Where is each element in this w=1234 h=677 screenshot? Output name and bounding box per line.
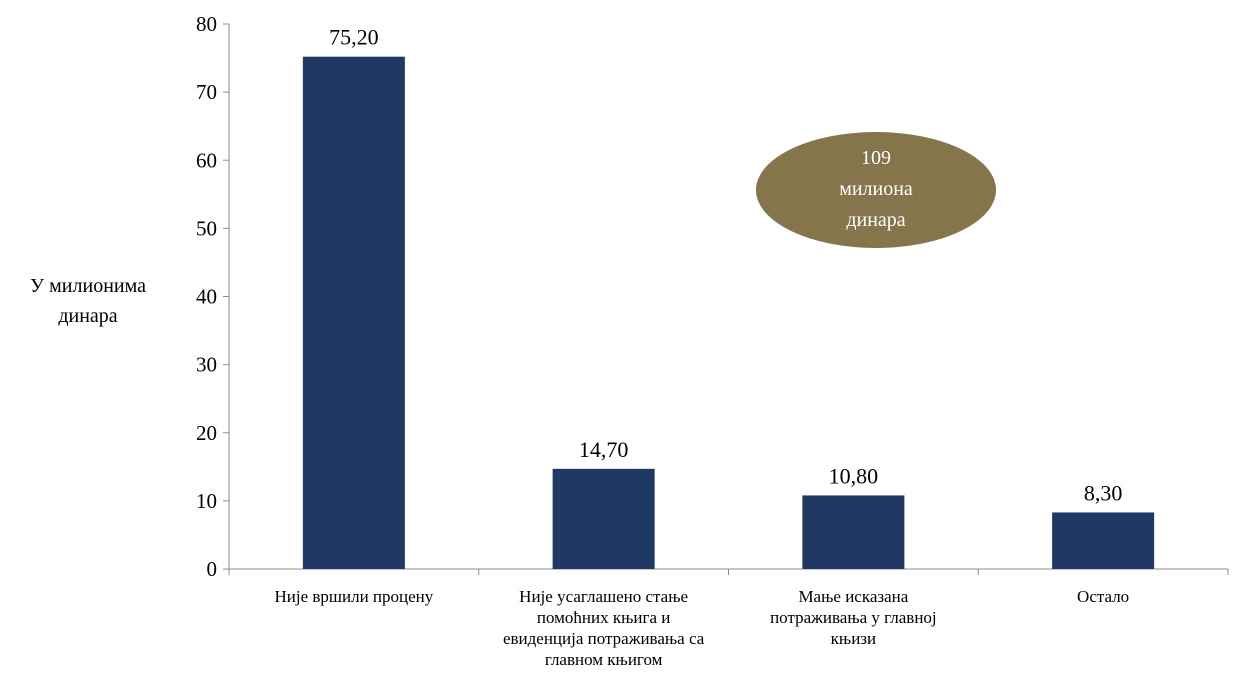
y-tick-label: 80 <box>196 12 217 36</box>
x-category-label: Остало <box>1077 587 1129 606</box>
x-category-label: Није усаглашено стање помоћних књига и еви… <box>503 587 705 669</box>
x-category-label: Није вршили процену <box>274 587 433 606</box>
y-tick-label: 10 <box>196 489 217 513</box>
data-label: 8,30 <box>1084 480 1123 505</box>
bar <box>1052 512 1155 569</box>
y-tick-label: 70 <box>196 80 217 104</box>
total-badge-text: 109 милиона динара <box>839 147 913 231</box>
data-label: 75,20 <box>329 25 379 50</box>
y-axis-title: У милионима динара <box>30 275 146 327</box>
y-ticks: 0 10 20 30 40 50 60 70 80 <box>196 12 229 581</box>
y-tick-label: 40 <box>196 285 217 309</box>
y-tick-label: 50 <box>196 216 217 240</box>
x-category-label: Мање исказана потраживања у главној књизи <box>770 587 937 648</box>
data-label: 10,80 <box>829 463 879 488</box>
y-tick-label: 20 <box>196 421 217 445</box>
total-badge <box>756 132 996 248</box>
y-axis-label: У милионима динара <box>30 275 146 327</box>
data-label: 14,70 <box>579 437 629 462</box>
y-tick-label: 60 <box>196 148 217 172</box>
bars <box>302 56 1155 569</box>
bar <box>302 56 405 569</box>
bar <box>552 468 655 569</box>
data-labels: 75,20 14,70 10,80 8,30 <box>329 25 1122 506</box>
y-tick-label: 0 <box>207 557 218 581</box>
y-tick-label: 30 <box>196 353 217 377</box>
total-annotation: 109 милиона динара <box>756 132 996 248</box>
x-category-labels: Није вршили процену Није усаглашено стање… <box>274 587 1129 669</box>
bar <box>802 495 905 569</box>
